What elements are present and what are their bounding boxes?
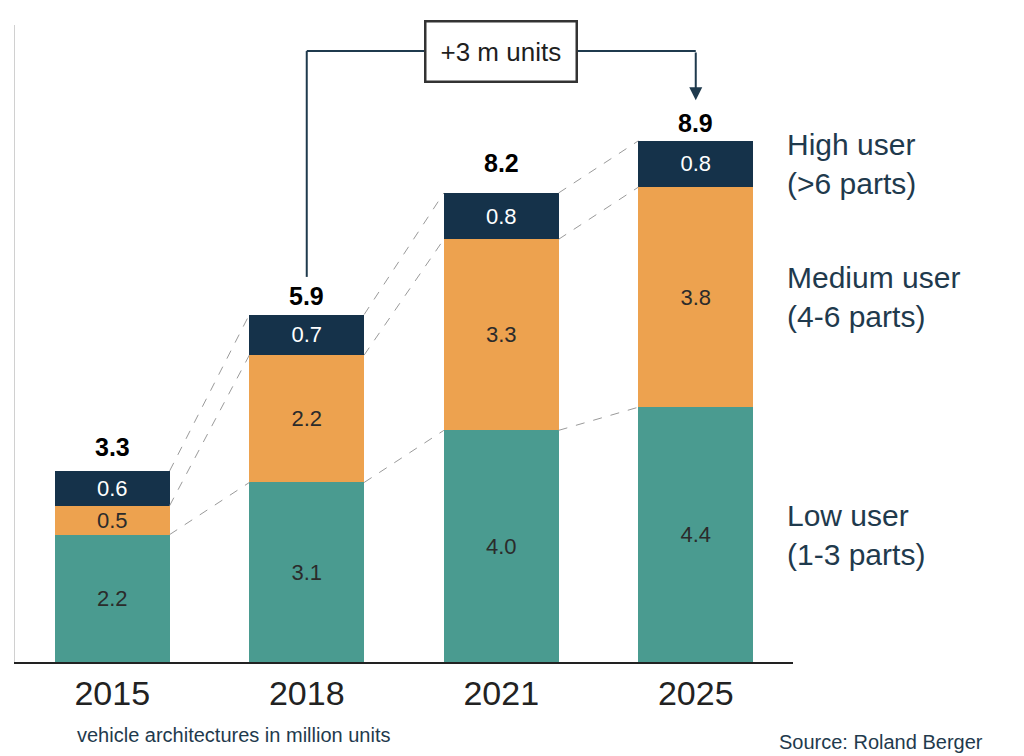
svg-text:2025: 2025 xyxy=(658,674,734,712)
svg-text:8.9: 8.9 xyxy=(678,109,713,137)
svg-text:Source: Roland Berger: Source: Roland Berger xyxy=(779,731,983,753)
svg-text:3.1: 3.1 xyxy=(291,560,322,585)
svg-text:3.8: 3.8 xyxy=(680,285,711,310)
svg-text:0.6: 0.6 xyxy=(97,476,128,501)
svg-text:5.9: 5.9 xyxy=(289,282,324,310)
svg-text:Medium user(4-6 parts): Medium user(4-6 parts) xyxy=(787,261,960,333)
svg-text:4.0: 4.0 xyxy=(486,534,517,559)
svg-text:High user(>6 parts): High user(>6 parts) xyxy=(787,128,916,200)
svg-text:2.2: 2.2 xyxy=(291,406,322,431)
svg-text:0.7: 0.7 xyxy=(291,322,322,347)
svg-text:8.2: 8.2 xyxy=(484,149,519,177)
svg-text:+3 m units: +3 m units xyxy=(441,37,562,67)
svg-text:2015: 2015 xyxy=(74,674,150,712)
svg-text:0.8: 0.8 xyxy=(486,204,517,229)
svg-text:2018: 2018 xyxy=(269,674,345,712)
svg-text:3.3: 3.3 xyxy=(486,322,517,347)
svg-text:0.8: 0.8 xyxy=(680,151,711,176)
svg-text:3.3: 3.3 xyxy=(95,433,130,461)
svg-text:2.2: 2.2 xyxy=(97,586,128,611)
svg-text:0.5: 0.5 xyxy=(97,508,128,533)
svg-text:2021: 2021 xyxy=(463,674,539,712)
svg-text:vehicle architectures in milli: vehicle architectures in million units xyxy=(77,724,390,746)
svg-text:Low user(1-3 parts): Low user(1-3 parts) xyxy=(787,499,925,571)
svg-text:4.4: 4.4 xyxy=(680,522,711,547)
